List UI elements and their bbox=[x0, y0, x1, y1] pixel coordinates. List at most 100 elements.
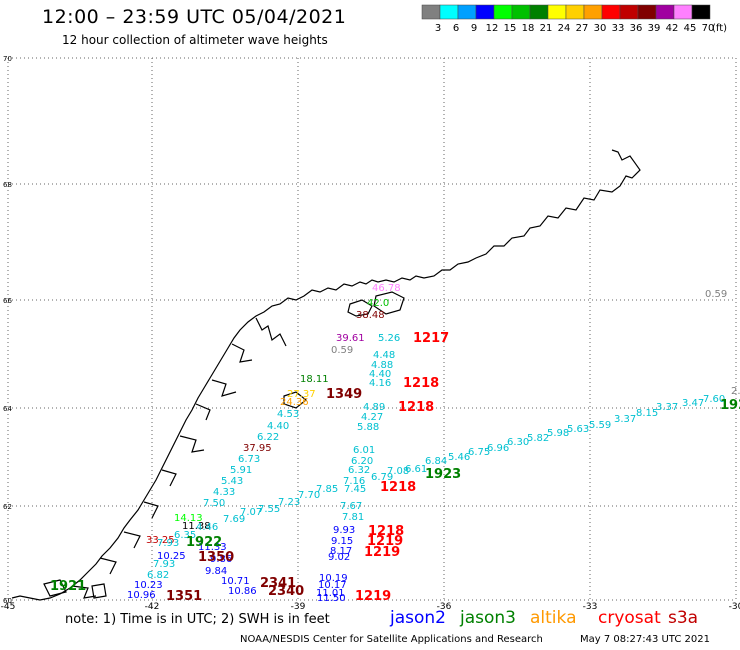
wave-height-label: 6.61 bbox=[405, 464, 427, 475]
pass-time-label: 1921 bbox=[50, 579, 86, 594]
wave-height-label: 4.89 bbox=[363, 402, 385, 413]
wave-height-label: 4.16 bbox=[369, 378, 391, 389]
color-legend: 3 6 9 12 15 18 21 24 27 30 33 36 39 42 45 70(ft) bbox=[421, 4, 727, 34]
wave-height-label: 9.93 bbox=[333, 525, 355, 536]
wave-height-label: 7.08 bbox=[387, 466, 409, 477]
pass-time-label: 192 bbox=[720, 398, 740, 413]
satellite-altika: altika bbox=[530, 608, 577, 628]
wave-height-label: 7.50 bbox=[203, 498, 225, 509]
wave-height-label: 6.20 bbox=[351, 456, 373, 467]
lon-label: -45 bbox=[1, 602, 16, 612]
wave-height-label: 7.16 bbox=[343, 476, 365, 487]
wave-height-label: 7.23 bbox=[278, 497, 300, 508]
pass-time-label: 1923 bbox=[425, 467, 461, 482]
satellite-s3a: s3a bbox=[668, 608, 699, 628]
wave-height-label: 11.50 bbox=[317, 593, 346, 604]
lon-label: -36 bbox=[437, 602, 452, 612]
wave-height-label: 5.63 bbox=[567, 424, 589, 435]
wave-height-label: 4.27 bbox=[361, 412, 383, 423]
wave-height-label: 42.0 bbox=[367, 298, 389, 309]
footer-credit: NOAA/NESDIS Center for Satellite Applica… bbox=[240, 634, 543, 645]
legend-label: 18 bbox=[522, 23, 535, 34]
wave-height-label: 0.59 bbox=[705, 289, 727, 300]
wave-height-label: 10.86 bbox=[228, 586, 257, 597]
wave-height-label: 6.75 bbox=[468, 447, 490, 458]
wave-height-label: 24.36 bbox=[280, 397, 309, 408]
wave-height-label: 6.22 bbox=[257, 432, 279, 443]
pass-time-label: 1922 bbox=[186, 535, 222, 550]
wave-height-label: 10.71 bbox=[221, 576, 250, 587]
legend-label: 3 bbox=[435, 23, 441, 34]
page-title: 12:00 – 23:59 UTC 05/04/2021 bbox=[42, 6, 347, 28]
legend-label: 39 bbox=[648, 23, 661, 34]
wave-height-label: 39.61 bbox=[336, 333, 365, 344]
legend-label: 30 bbox=[594, 23, 607, 34]
pass-time-label: 1350 bbox=[198, 550, 234, 565]
pass-time-label: 1218 bbox=[368, 524, 404, 539]
legend-label: 45 bbox=[684, 23, 697, 34]
wave-height-label: 6.84 bbox=[425, 456, 447, 467]
wave-height-label: 6.01 bbox=[353, 445, 375, 456]
lat-label: 66 bbox=[3, 297, 12, 305]
wave-height-label: 4.53 bbox=[277, 409, 299, 420]
wave-height-label: 8.17 bbox=[330, 546, 352, 557]
pass-time-label: 1218 bbox=[380, 480, 416, 495]
wave-height-label: 7.67 bbox=[340, 501, 362, 512]
lon-label: -30 bbox=[729, 602, 740, 612]
wave-height-label: 5.26 bbox=[378, 333, 400, 344]
lat-label: 62 bbox=[3, 503, 12, 511]
wave-height-label: 6.79 bbox=[371, 472, 393, 483]
wave-height-label: 4.33 bbox=[213, 487, 235, 498]
wave-height-label: 5.88 bbox=[357, 422, 379, 433]
wave-height-label: 11.38 bbox=[182, 521, 211, 532]
lat-label: 70 bbox=[3, 55, 12, 63]
wave-height-label: 6.73 bbox=[238, 454, 260, 465]
footer-timestamp: May 7 08:27:43 UTC 2021 bbox=[580, 634, 710, 645]
axis-labels: 70 68 66 64 62 60-45 -42 -39 -36 -33 -30 bbox=[1, 55, 740, 612]
wave-height-label: 6.82 bbox=[147, 570, 169, 581]
wave-height-label: 4.40 bbox=[369, 369, 391, 380]
pass-time-label: 1219 bbox=[364, 545, 400, 560]
wave-height-label: 7.69 bbox=[223, 514, 245, 525]
wave-height-label: 10.17 bbox=[318, 580, 347, 591]
legend-label: 15 bbox=[504, 23, 517, 34]
wave-height-label: 3.37 bbox=[656, 402, 678, 413]
footer-note: note: 1) Time is in UTC; 2) SWH is in fe… bbox=[65, 612, 330, 627]
wave-height-label: 33.25 bbox=[146, 535, 175, 546]
pass-time-label: 2340 bbox=[268, 584, 304, 599]
satellite-jason2: jason2 bbox=[390, 608, 446, 628]
legend-unit: (ft) bbox=[712, 23, 727, 34]
wave-height-label: 6.96 bbox=[487, 443, 509, 454]
wave-height-label: 5.59 bbox=[589, 420, 611, 431]
wave-height-label: 7.55 bbox=[258, 504, 280, 515]
wave-height-label: 3.37 bbox=[614, 414, 636, 425]
lat-label: 60 bbox=[3, 597, 12, 605]
wave-height-label: 7.70 bbox=[298, 490, 320, 501]
wave-height-label: 6.35 bbox=[174, 530, 196, 541]
wave-height-label: 11.01 bbox=[316, 588, 345, 599]
wave-height-label: 7.93 bbox=[153, 559, 175, 570]
pass-time-label: 1219 bbox=[355, 589, 391, 604]
lon-label: -42 bbox=[145, 602, 160, 612]
wave-height-label: 2.2 bbox=[731, 386, 740, 397]
legend-label: 24 bbox=[558, 23, 571, 34]
wave-height-label: 6.32 bbox=[348, 465, 370, 476]
wave-height-label: 37.95 bbox=[243, 443, 272, 454]
wave-height-label: 7.85 bbox=[316, 484, 338, 495]
legend-label: 21 bbox=[540, 23, 553, 34]
wave-height-label: 5.43 bbox=[221, 476, 243, 487]
legend-label: 12 bbox=[486, 23, 499, 34]
legend-swatch bbox=[691, 4, 711, 20]
legend-label: 33 bbox=[612, 23, 625, 34]
wave-height-label: 5.91 bbox=[230, 465, 252, 476]
wave-height-label: 4.40 bbox=[267, 421, 289, 432]
wave-height-label: 10.23 bbox=[134, 580, 163, 591]
satellite-cryosat: cryosat bbox=[598, 608, 661, 628]
wave-height-label: 38.48 bbox=[356, 310, 385, 321]
legend-label: 6 bbox=[453, 23, 459, 34]
coastline-main bbox=[11, 149, 641, 601]
wave-height-label: 6.30 bbox=[507, 437, 529, 448]
wave-height-label: 4.48 bbox=[373, 350, 395, 361]
wave-height-label: 18.11 bbox=[300, 374, 329, 385]
